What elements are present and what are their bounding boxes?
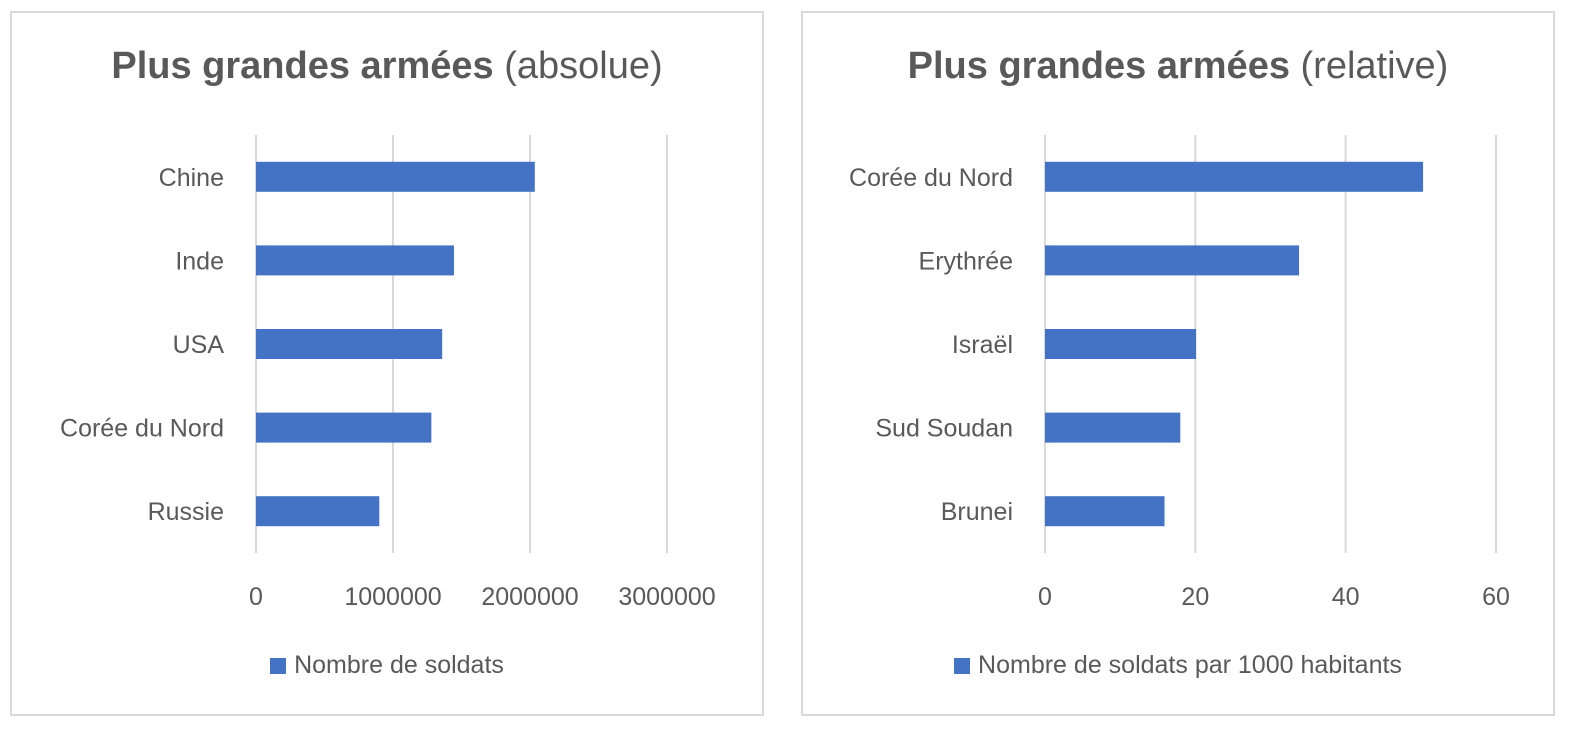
x-tick-label: 60 [1482, 583, 1510, 611]
x-tick-label: 3000000 [618, 583, 715, 611]
chart-title-suffix: (relative) [1300, 45, 1449, 87]
category-label: Russie [148, 498, 224, 526]
chart-title: Plus grandes armées (absolue) [12, 45, 762, 88]
category-label: Erythrée [919, 247, 1013, 275]
x-tick-label: 1000000 [344, 583, 441, 611]
bar [256, 496, 380, 527]
chart-legend: Nombre de soldats par 1000 habitants [803, 651, 1553, 680]
chart-title-suffix: (absolue) [504, 45, 663, 87]
chart-title-main: Plus grandes armées [111, 45, 494, 87]
bar [256, 412, 432, 443]
bar [1045, 245, 1300, 276]
x-tick-label: 20 [1181, 583, 1209, 611]
category-label: Chine [159, 164, 224, 192]
category-label: Inde [175, 247, 224, 275]
bar [256, 161, 535, 192]
chart-panel-relative: Plus grandes armées (relative) 0 20 40 60 Co… [801, 11, 1555, 716]
legend-label: Nombre de soldats par 1000 habitants [978, 651, 1402, 679]
bar [256, 245, 454, 276]
legend-label: Nombre de soldats [294, 651, 504, 679]
bar-chart-relative: 0 20 40 60 Corée du Nord Erythrée Israël Sud So… [849, 135, 1510, 611]
chart-title-main: Plus grandes armées [907, 45, 1290, 87]
chart-legend: Nombre de soldats [12, 651, 762, 680]
category-label: USA [173, 331, 225, 359]
chart-panel-absolute: Plus grandes armées (absolue) 0 1000000 20… [10, 11, 764, 716]
x-tick-label: 0 [249, 583, 263, 611]
category-label: Corée du Nord [60, 415, 224, 443]
category-label: Sud Soudan [875, 415, 1013, 443]
category-label: Israël [952, 331, 1013, 359]
bar [1045, 496, 1165, 527]
bar-chart-absolute: 0 1000000 2000000 3000000 Chine Inde USA Corée … [60, 135, 716, 611]
legend-swatch [954, 658, 971, 674]
category-label: Corée du Nord [849, 164, 1013, 192]
bar [256, 329, 443, 359]
bar [1045, 329, 1197, 359]
x-tick-label: 0 [1038, 583, 1052, 611]
chart-title: Plus grandes armées (relative) [803, 45, 1553, 88]
x-tick-label: 2000000 [481, 583, 578, 611]
bar [1045, 161, 1424, 192]
legend-swatch [270, 658, 287, 674]
bar [1045, 412, 1181, 443]
x-tick-label: 40 [1332, 583, 1360, 611]
category-label: Brunei [941, 498, 1013, 526]
